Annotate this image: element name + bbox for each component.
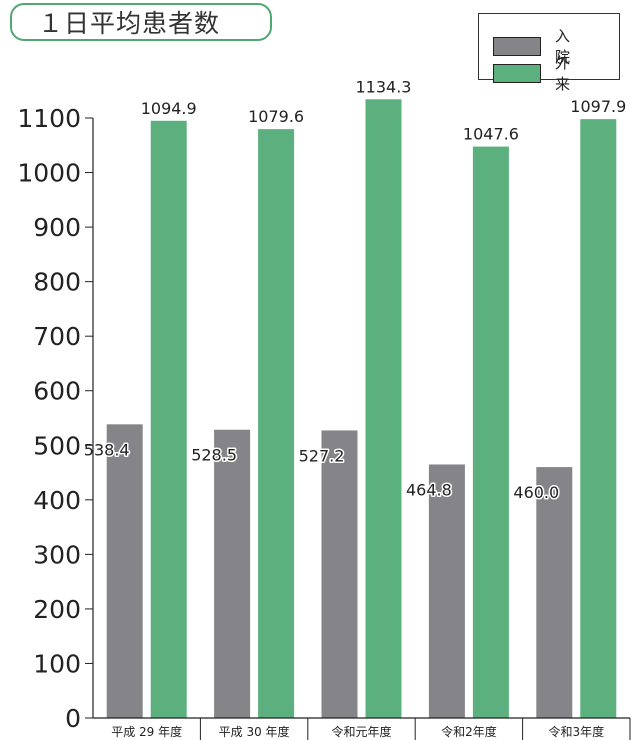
data-label-inpatient: 460.0 <box>513 483 559 502</box>
bar-outpatient-3 <box>472 146 509 719</box>
y-tick-label: 100 <box>33 649 81 678</box>
y-tick-label: 600 <box>33 377 81 406</box>
data-label-outpatient: 1079.6 <box>248 107 304 126</box>
bar-inpatient-2 <box>321 430 358 718</box>
data-label-outpatient: 1134.3 <box>356 77 412 96</box>
y-tick-label: 1000 <box>17 159 81 188</box>
chart-title: １日平均患者数 <box>10 3 272 41</box>
data-label-inpatient: 528.5 <box>191 446 237 465</box>
x-tick-label: 令和2年度 <box>441 724 497 739</box>
bar-inpatient-1 <box>214 429 251 718</box>
bar-outpatient-1 <box>258 129 295 719</box>
bar-outpatient-4 <box>580 119 617 719</box>
bar-outpatient-0 <box>150 120 187 719</box>
data-label-inpatient: 527.2 <box>299 446 345 465</box>
y-tick-label: 1100 <box>17 104 81 133</box>
legend-item-outpatient: 外 来 <box>493 52 619 94</box>
y-tick-label: 500 <box>33 431 81 460</box>
x-tick-label: 平成 30 年度 <box>219 724 290 739</box>
y-tick-label: 900 <box>33 213 81 242</box>
y-tick-label: 800 <box>33 268 81 297</box>
data-label-outpatient: 1047.6 <box>463 125 519 144</box>
data-label-inpatient: 538.4 <box>84 440 130 459</box>
legend: 入 院 外 来 <box>478 13 620 93</box>
bar-inpatient-0 <box>106 424 143 718</box>
bar-inpatient-3 <box>428 464 465 718</box>
legend-label-inpatient: 入 院 <box>555 27 606 66</box>
y-tick-label: 700 <box>33 322 81 351</box>
legend-swatch-inpatient <box>493 36 542 56</box>
y-tick-label: 0 <box>65 704 81 733</box>
data-label-inpatient: 464.8 <box>406 480 452 499</box>
x-tick-label: 令和元年度 <box>331 724 391 739</box>
x-tick-label: 平成 29 年度 <box>111 724 182 739</box>
data-label-outpatient: 1097.9 <box>570 97 626 116</box>
y-tick-label: 200 <box>33 595 81 624</box>
y-tick-label: 400 <box>33 486 81 515</box>
y-tick-label: 300 <box>33 540 81 569</box>
bar-inpatient-4 <box>536 467 573 718</box>
x-tick-label: 令和3年度 <box>548 724 604 739</box>
legend-swatch-outpatient <box>493 63 542 83</box>
data-label-outpatient: 1094.9 <box>141 99 197 118</box>
bar-outpatient-2 <box>365 99 402 719</box>
legend-item-inpatient: 入 院 <box>493 25 619 67</box>
legend-label-outpatient: 外 来 <box>555 54 606 93</box>
